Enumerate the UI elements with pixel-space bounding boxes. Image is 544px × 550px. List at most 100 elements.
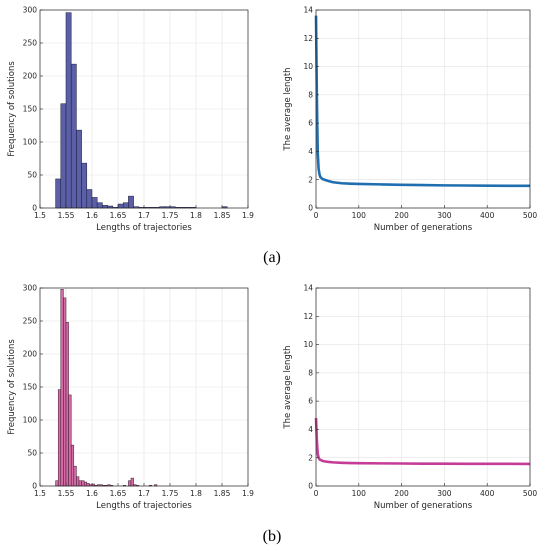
x-tick-label: 500 (523, 211, 538, 220)
y-tick-label: 12 (303, 34, 313, 43)
panel-a-histogram: 1.5 1.55 1.6 1.65 1.7 1.75 1.8 1.85 1.9 0 50 100 150… (7, 6, 254, 233)
y-tick-label: 10 (303, 340, 313, 349)
x-tick-label: 200 (394, 489, 409, 498)
x-tick-label: 200 (394, 211, 409, 220)
series-line (314, 418, 531, 466)
x-tick-label: 1.55 (58, 489, 75, 498)
x-tick-label: 1.9 (242, 489, 254, 498)
axes-frame (315, 287, 531, 487)
y-axis-label: The average length (283, 67, 293, 151)
y-tick-label: 150 (23, 383, 38, 392)
y-tick-label: 0 (308, 482, 313, 491)
histogram-bar (86, 189, 93, 209)
y-tick-label: 200 (23, 350, 38, 359)
histogram-bar (73, 465, 77, 487)
caption-a: (a) (263, 249, 281, 266)
y-tick-label: 300 (23, 284, 38, 293)
y-tick-label: 0 (308, 204, 313, 213)
x-tick-label: 100 (352, 211, 367, 220)
y-tick-label: 250 (23, 39, 38, 48)
histogram-bar (65, 322, 69, 487)
x-tick-label: 1.65 (110, 211, 127, 220)
x-axis-label: Lengths of trajectories (96, 223, 192, 233)
histogram-bar (70, 444, 75, 487)
histogram-bar (68, 394, 72, 487)
x-tick-label: 100 (352, 489, 367, 498)
histogram-bar (55, 178, 62, 209)
x-tick-label: 300 (437, 211, 452, 220)
histogram-bar (76, 129, 82, 209)
panel-b-line-chart: 0 100 200 300 400 500 0 2 4 6 8 10 12 14 Number of gen… (283, 284, 537, 511)
y-axis-label: Frequency of solutions (7, 339, 17, 435)
histogram-bar (55, 480, 59, 487)
y-tick-label: 6 (308, 397, 313, 406)
x-tick-label: 1.85 (214, 489, 231, 498)
axes-frame (315, 9, 531, 209)
x-tick-label: 1.5 (34, 489, 46, 498)
x-tick-label: 1.9 (242, 211, 254, 220)
plot-area (316, 10, 530, 208)
y-tick-label: 2 (308, 453, 313, 462)
histogram-bar (91, 197, 98, 209)
x-tick-label: 1.55 (58, 211, 75, 220)
histogram-bar (63, 297, 67, 487)
histogram-bar (122, 202, 129, 209)
x-tick-label: 0 (314, 489, 319, 498)
histogram-bar (70, 63, 77, 209)
caption-b: (b) (263, 528, 282, 545)
x-tick-label: 1.65 (110, 489, 127, 498)
histogram-bar (117, 203, 124, 209)
y-tick-label: 4 (308, 147, 313, 156)
x-tick-label: 1.7 (138, 489, 150, 498)
histogram-bar (60, 103, 67, 209)
y-axis-label: The average length (283, 345, 293, 429)
y-tick-label: 10 (303, 62, 313, 71)
x-axis-label: Number of generations (374, 501, 473, 511)
histogram-bar (86, 483, 90, 487)
histogram-bar (65, 12, 72, 209)
x-tick-label: 1.8 (190, 211, 202, 220)
y-tick-label: 8 (308, 90, 313, 99)
histogram-bar (128, 195, 134, 209)
y-tick-label: 8 (308, 368, 313, 377)
y-tick-label: 4 (308, 425, 313, 434)
x-tick-label: 1.75 (162, 489, 179, 498)
x-tick-label: 1.7 (138, 211, 150, 220)
x-axis-label: Number of generations (374, 223, 473, 233)
y-tick-label: 50 (27, 171, 37, 180)
histogram-bar (83, 481, 88, 487)
y-tick-label: 100 (23, 138, 38, 147)
x-tick-label: 400 (480, 211, 495, 220)
y-axis-label: Frequency of solutions (7, 61, 17, 157)
y-tick-label: 200 (23, 72, 38, 81)
histogram-bar (60, 289, 64, 487)
y-tick-label: 150 (23, 105, 38, 114)
y-tick-label: 300 (23, 6, 38, 15)
y-tick-label: 6 (308, 119, 313, 128)
panel-b-histogram: 1.5 1.55 1.6 1.65 1.7 1.75 1.8 1.85 1.9 0 50 100 150… (7, 284, 254, 511)
x-tick-label: 1.5 (34, 211, 46, 220)
x-tick-label: 1.85 (214, 211, 231, 220)
y-tick-label: 0 (32, 482, 37, 491)
y-tick-label: 100 (23, 416, 38, 425)
x-tick-label: 0 (314, 211, 319, 220)
x-tick-label: 1.75 (162, 211, 179, 220)
x-tick-label: 500 (523, 489, 538, 498)
x-tick-label: 400 (480, 489, 495, 498)
plot-area (316, 288, 530, 486)
histogram-bar (96, 202, 103, 209)
y-tick-label: 50 (27, 449, 37, 458)
x-tick-label: 300 (437, 489, 452, 498)
x-tick-label: 1.6 (86, 211, 98, 220)
histogram-bar (130, 477, 134, 487)
y-tick-label: 14 (303, 6, 313, 15)
histogram-bar (81, 162, 88, 209)
histogram-bar (76, 476, 80, 487)
y-tick-label: 0 (32, 204, 37, 213)
histogram-bar (81, 480, 85, 487)
x-tick-label: 1.6 (86, 489, 98, 498)
series-line (314, 15, 530, 188)
y-tick-label: 250 (23, 317, 38, 326)
y-tick-label: 14 (303, 284, 313, 293)
